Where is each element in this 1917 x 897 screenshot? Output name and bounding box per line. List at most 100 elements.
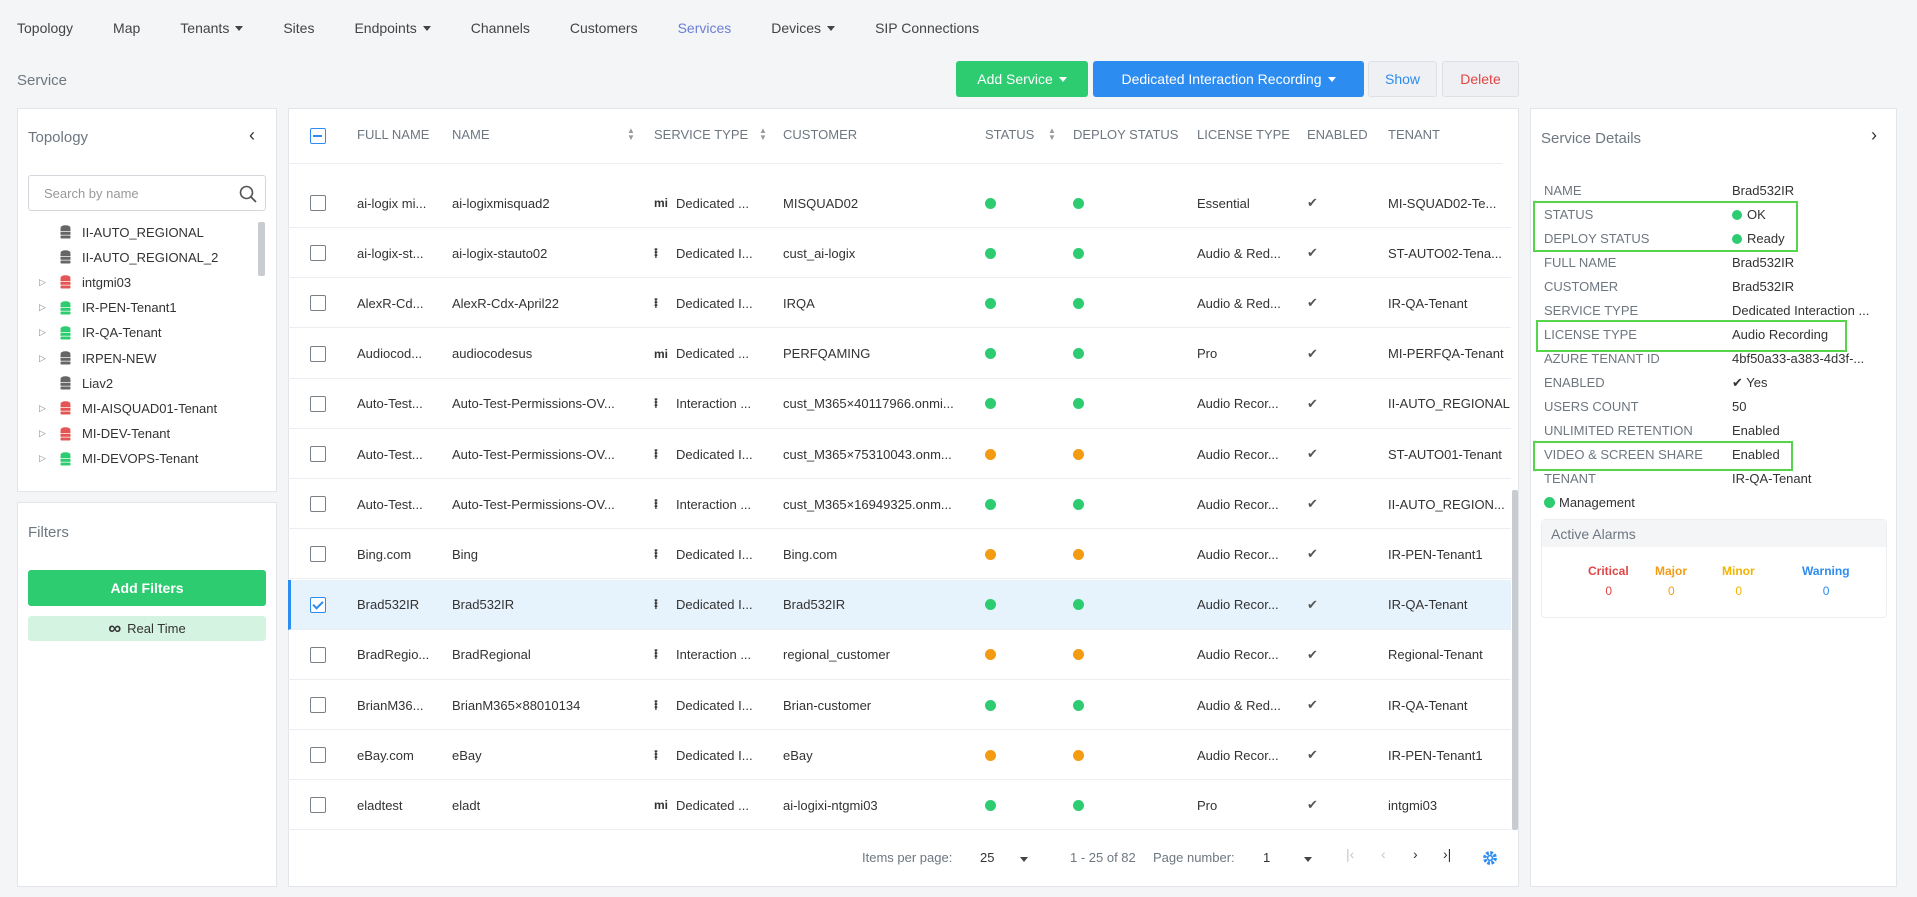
row-checkbox[interactable] — [310, 546, 326, 563]
column-header[interactable]: FULL NAME — [357, 127, 430, 142]
real-time-toggle[interactable]: ∞ Real Time — [28, 616, 266, 641]
tree-scrollbar[interactable] — [258, 222, 265, 276]
nav-item-sip-connections[interactable]: SIP Connections — [875, 20, 979, 36]
column-header[interactable]: LICENSE TYPE — [1197, 127, 1290, 142]
page-number-select[interactable]: 1 — [1263, 850, 1312, 865]
tree-item[interactable]: ▷ IR-PEN-Tenant1 — [18, 297, 263, 319]
enabled-check-icon: ✔ — [1307, 596, 1318, 612]
next-page-icon[interactable]: › — [1413, 846, 1418, 862]
gear-icon[interactable] — [1481, 849, 1499, 867]
search-input[interactable]: Search by name — [28, 175, 266, 211]
detail-value-text: Brad532IR — [1732, 255, 1795, 270]
table-row[interactable]: BrianM36... BrianM365×88010134 Brian-custo… — [288, 680, 1511, 730]
row-checkbox[interactable] — [310, 797, 326, 814]
service-type-label: Interaction ... — [676, 396, 752, 412]
expand-arrow-icon[interactable]: ▷ — [39, 352, 46, 363]
tree-item[interactable]: II-AUTO_REGIONAL_2 — [18, 246, 263, 268]
tree-item[interactable]: ▷ MI-DEV-Tenant — [18, 423, 263, 445]
column-header[interactable]: STATUS — [985, 127, 1035, 142]
add-filters-button[interactable]: Add Filters — [28, 570, 266, 606]
table-row[interactable]: Auto-Test... Auto-Test-Permissions-OV... c… — [288, 429, 1511, 479]
table-scrollbar[interactable] — [1512, 490, 1518, 830]
add-service-button[interactable]: Add Service — [956, 61, 1088, 97]
column-header[interactable]: ENABLED — [1307, 127, 1368, 142]
search-icon[interactable] — [239, 185, 257, 203]
enabled-check-icon: ✔ — [1307, 546, 1318, 562]
column-header[interactable]: SERVICE TYPE — [654, 127, 749, 142]
tree-item[interactable]: ▷ intgmi03 — [18, 271, 263, 293]
nav-item-topology[interactable]: Topology — [17, 20, 73, 36]
deploy-status-dot-cell — [1073, 730, 1084, 780]
tenant-cell: Regional-Tenant — [1388, 647, 1483, 663]
column-header[interactable]: TENANT — [1388, 127, 1440, 142]
row-checkbox[interactable] — [310, 446, 326, 462]
table-row[interactable]: eladtest eladt ai-logixi-ntgmi03 Pro intgmi0… — [288, 780, 1511, 831]
row-checkbox[interactable] — [310, 697, 326, 713]
sort-name-icon[interactable]: ▲ ▼ — [627, 126, 635, 142]
row-checkbox[interactable] — [310, 747, 326, 764]
deploy-status-dot-cell — [1073, 178, 1084, 228]
table-row[interactable]: Auto-Test... Auto-Test-Permissions-OV... c… — [288, 479, 1511, 530]
table-row[interactable]: AlexR-Cd... AlexR-Cdx-April22 IRQA Audio & … — [288, 278, 1511, 329]
row-checkbox[interactable] — [310, 496, 326, 513]
detail-value-text: Brad532IR — [1732, 279, 1795, 294]
items-per-page-select[interactable]: 25 — [980, 850, 1029, 865]
last-page-icon[interactable]: ›| — [1443, 846, 1452, 862]
collapse-icon[interactable]: ‹ — [249, 125, 255, 145]
name-cell: ai-logixmisquad2 — [452, 195, 550, 211]
table-row[interactable]: eBay.com eBay eBay Audio Recor... IR-PEN-Ten… — [288, 730, 1511, 781]
row-checkbox[interactable] — [310, 295, 326, 312]
tree-item[interactable]: Liav2 — [18, 372, 263, 394]
nav-item-map[interactable]: Map — [113, 20, 140, 36]
nav-item-endpoints[interactable]: Endpoints — [354, 20, 431, 36]
expand-arrow-icon[interactable]: ▷ — [39, 428, 46, 439]
tree-item[interactable]: ▷ MI-AISQUAD01-Tenant — [18, 397, 263, 419]
tree-item[interactable]: ▷ IR-QA-Tenant — [18, 322, 263, 344]
tree-item[interactable]: II-AUTO_REGIONAL — [18, 221, 263, 243]
tree-item-label: II-AUTO_REGIONAL_2 — [82, 249, 219, 265]
table-row[interactable]: Brad532IR Brad532IR Brad532IR Audio Recor..… — [288, 579, 1511, 630]
detail-value-text: Audio Recording — [1732, 327, 1829, 342]
chevron-down-icon — [827, 25, 836, 31]
sort-status-icon[interactable]: ▲ ▼ — [1048, 126, 1056, 142]
nav-item-sites[interactable]: Sites — [283, 20, 314, 36]
table-row[interactable]: Auto-Test... Auto-Test-Permissions-OV... c… — [288, 379, 1511, 429]
tree-item[interactable]: ▷ IRPEN-NEW — [18, 347, 263, 369]
table-row[interactable]: ai-logix mi... ai-logixmisquad2 MISQUAD02 E… — [288, 178, 1511, 228]
table-row[interactable]: Bing.com Bing Bing.com Audio Recor... IR-PEN… — [288, 529, 1511, 580]
sort-service-type-icon[interactable]: ▲ ▼ — [759, 126, 767, 142]
column-header[interactable]: DEPLOY STATUS — [1073, 127, 1179, 142]
show-button[interactable]: Show — [1368, 61, 1437, 97]
customer-cell: eBay — [783, 747, 813, 763]
expand-arrow-icon[interactable]: ▷ — [39, 302, 46, 313]
expand-arrow-icon[interactable]: ▷ — [39, 327, 46, 338]
tree-item[interactable]: ▷ MI-DEVOPS-Tenant — [18, 448, 263, 470]
table-row[interactable]: BradRegio... BradRegional regional_custome… — [288, 630, 1511, 680]
alarm-critical-label: Critical — [1588, 564, 1629, 578]
table-row[interactable]: ai-logix-st... ai-logix-stauto02 cust_ai-l… — [288, 228, 1511, 279]
first-page-icon[interactable]: |‹ — [1346, 846, 1355, 862]
nav-item-tenants[interactable]: Tenants — [180, 20, 244, 36]
service-type-dropdown[interactable]: Dedicated Interaction Recording — [1093, 61, 1364, 97]
row-checkbox[interactable] — [310, 345, 326, 362]
expand-arrow-icon[interactable]: ▷ — [39, 276, 46, 287]
table-row[interactable]: Audiocod... audiocodesus PERFQAMING Pro MI-P… — [288, 329, 1511, 379]
row-checkbox[interactable] — [310, 245, 326, 262]
nav-item-services[interactable]: Services — [678, 20, 732, 36]
detail-label: VIDEO & SCREEN SHARE — [1544, 447, 1703, 462]
row-checkbox[interactable] — [310, 596, 326, 613]
column-header[interactable]: CUSTOMER — [783, 127, 858, 142]
expand-icon[interactable]: › — [1871, 125, 1877, 145]
nav-item-devices[interactable]: Devices — [771, 20, 836, 36]
nav-item-channels[interactable]: Channels — [471, 20, 530, 36]
expand-arrow-icon[interactable]: ▷ — [39, 402, 46, 413]
expand-arrow-icon[interactable]: ▷ — [39, 453, 46, 464]
row-checkbox[interactable] — [310, 195, 326, 211]
delete-button[interactable]: Delete — [1442, 61, 1519, 97]
column-header[interactable]: NAME — [452, 127, 490, 142]
select-all-checkbox[interactable] — [310, 128, 326, 144]
prev-page-icon[interactable]: ‹ — [1381, 846, 1386, 862]
row-checkbox[interactable] — [310, 395, 326, 412]
nav-item-customers[interactable]: Customers — [570, 20, 638, 36]
row-checkbox[interactable] — [310, 646, 326, 663]
